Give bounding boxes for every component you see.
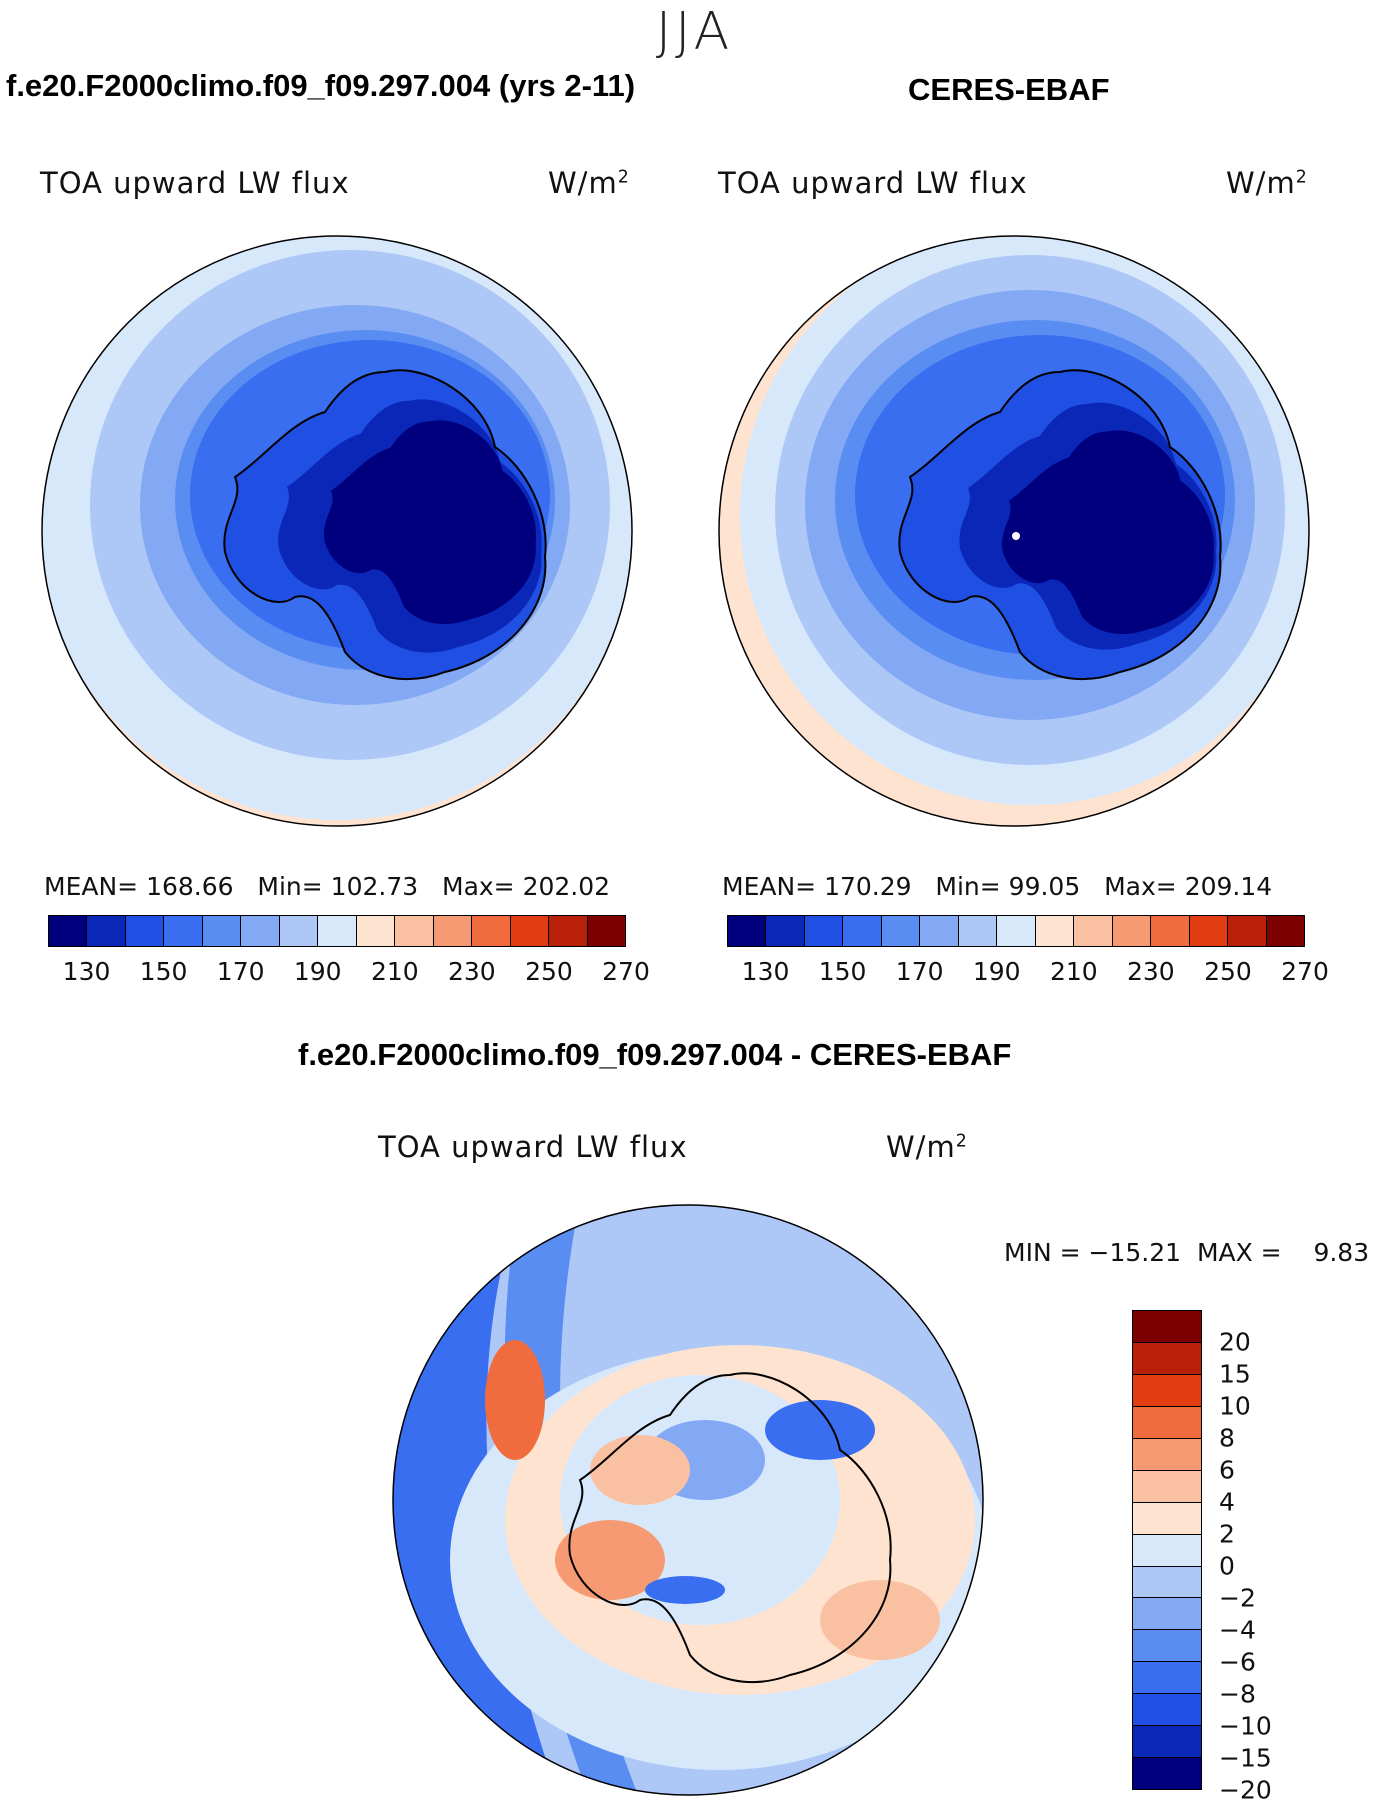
- obs-map: [718, 235, 1310, 827]
- difference-colorbar-tick-label: −10: [1219, 1711, 1272, 1741]
- difference-colorbar-tick-label: 8: [1219, 1423, 1235, 1453]
- model-map: [41, 235, 633, 827]
- difference-colorbar-cell: [1133, 1470, 1201, 1503]
- difference-units-label: W/m2: [886, 1130, 968, 1164]
- difference-colorbar-cell: [1133, 1566, 1201, 1599]
- model-colorbar-tick-label: 250: [525, 957, 573, 986]
- difference-variable-label: TOA upward LW flux: [378, 1130, 688, 1164]
- difference-colorbar-tick-label: 20: [1219, 1327, 1251, 1357]
- difference-map: [392, 1204, 984, 1796]
- difference-colorbar-cell: [1133, 1502, 1201, 1535]
- model-colorbar-tick-label: 230: [448, 957, 496, 986]
- model-colorbar-cell: [279, 916, 319, 946]
- difference-colorbar-cell: [1133, 1694, 1201, 1727]
- model-colorbar-tick-label: 210: [370, 957, 419, 986]
- model-colorbar-cell: [587, 916, 626, 946]
- difference-colorbar-tick-label: 2: [1219, 1519, 1235, 1549]
- obs-colorbar-tick-label: 250: [1204, 957, 1252, 986]
- obs-stats: MEAN= 170.29 Min= 99.05 Max= 209.14: [722, 872, 1273, 901]
- difference-colorbar-cell: [1133, 1534, 1201, 1567]
- obs-colorbar-tick-label: 270: [1281, 957, 1329, 986]
- model-colorbar-cell: [125, 916, 165, 946]
- difference-colorbar-tick-label: 0: [1219, 1551, 1235, 1581]
- model-colorbar-tick-label: 150: [139, 957, 188, 986]
- difference-colorbar-cell: [1133, 1758, 1201, 1790]
- model-colorbar-cell: [87, 916, 126, 946]
- model-colorbar-cell: [510, 916, 550, 946]
- model-variable-label: TOA upward LW flux: [40, 166, 350, 200]
- model-colorbar-cell: [472, 916, 511, 946]
- model-units-label: W/m2: [548, 166, 630, 200]
- obs-colorbar-cell: [881, 916, 921, 946]
- difference-colorbar-tick-label: −6: [1219, 1647, 1256, 1677]
- difference-colorbar-cell: [1133, 1374, 1201, 1407]
- obs-colorbar-cell: [728, 916, 767, 946]
- obs-panel-title: CERES-EBAF: [908, 72, 1110, 107]
- model-stats: MEAN= 168.66 Min= 102.73 Max= 202.02: [44, 872, 611, 901]
- obs-colorbar-cell: [1074, 916, 1113, 946]
- obs-colorbar-tick-label: 210: [1049, 957, 1098, 986]
- obs-colorbar: [727, 915, 1305, 947]
- obs-colorbar-cell: [1189, 916, 1229, 946]
- model-colorbar-cell: [356, 916, 396, 946]
- season-title: JJA: [655, 2, 734, 62]
- model-colorbar-cell: [433, 916, 473, 946]
- difference-colorbar-cell: [1133, 1438, 1201, 1471]
- obs-colorbar-tick-label: 130: [741, 957, 790, 986]
- obs-units-label: W/m2: [1226, 166, 1308, 200]
- difference-colorbar-cell: [1133, 1662, 1201, 1695]
- difference-colorbar-cell: [1133, 1630, 1201, 1663]
- difference-colorbar-tick-label: −15: [1219, 1743, 1272, 1773]
- difference-colorbar: [1132, 1310, 1202, 1790]
- difference-colorbar-cell: [1133, 1342, 1201, 1375]
- obs-colorbar-tick-label: 150: [818, 957, 867, 986]
- obs-colorbar-tick-label: 170: [895, 957, 944, 986]
- model-colorbar: [48, 915, 626, 947]
- model-colorbar-cell: [395, 916, 434, 946]
- difference-colorbar-tick-label: 4: [1219, 1487, 1235, 1517]
- model-colorbar-cell: [164, 916, 203, 946]
- difference-colorbar-tick-label: −8: [1219, 1679, 1256, 1709]
- model-colorbar-cell: [318, 916, 357, 946]
- obs-colorbar-cell: [766, 916, 805, 946]
- difference-colorbar-tick-label: 6: [1219, 1455, 1235, 1485]
- model-colorbar-cell: [202, 916, 242, 946]
- difference-title: f.e20.F2000climo.f09_f09.297.004 - CERES…: [298, 1037, 1012, 1072]
- model-colorbar-tick-label: 190: [293, 957, 342, 986]
- obs-colorbar-cell: [1151, 916, 1190, 946]
- obs-colorbar-cell: [804, 916, 844, 946]
- difference-colorbar-tick-label: −4: [1219, 1615, 1256, 1645]
- obs-colorbar-cell: [1035, 916, 1075, 946]
- obs-colorbar-cell: [843, 916, 882, 946]
- obs-colorbar-cell: [1112, 916, 1152, 946]
- obs-variable-label: TOA upward LW flux: [718, 166, 1028, 200]
- obs-colorbar-cell: [997, 916, 1036, 946]
- difference-minmax: MIN = −15.21 MAX = 9.83: [1004, 1238, 1370, 1267]
- obs-colorbar-tick-label: 190: [972, 957, 1021, 986]
- obs-colorbar-cell: [920, 916, 959, 946]
- model-colorbar-tick-label: 170: [216, 957, 265, 986]
- difference-colorbar-tick-label: 10: [1219, 1391, 1251, 1421]
- obs-colorbar-tick-label: 230: [1127, 957, 1175, 986]
- model-colorbar-tick-label: 130: [62, 957, 111, 986]
- obs-colorbar-cell: [1228, 916, 1267, 946]
- difference-colorbar-tick-label: −20: [1219, 1775, 1272, 1805]
- model-colorbar-tick-label: 270: [602, 957, 650, 986]
- difference-colorbar-tick-label: −2: [1219, 1583, 1256, 1613]
- obs-colorbar-cell: [958, 916, 998, 946]
- model-colorbar-cell: [241, 916, 280, 946]
- difference-colorbar-cell: [1133, 1406, 1201, 1439]
- model-colorbar-cell: [549, 916, 588, 946]
- difference-colorbar-tick-label: 15: [1219, 1359, 1251, 1389]
- difference-colorbar-cell: [1133, 1311, 1201, 1343]
- difference-colorbar-cell: [1133, 1598, 1201, 1631]
- model-colorbar-cell: [49, 916, 88, 946]
- difference-colorbar-cell: [1133, 1726, 1201, 1759]
- obs-colorbar-cell: [1266, 916, 1305, 946]
- model-panel-title: f.e20.F2000climo.f09_f09.297.004 (yrs 2-…: [6, 68, 636, 103]
